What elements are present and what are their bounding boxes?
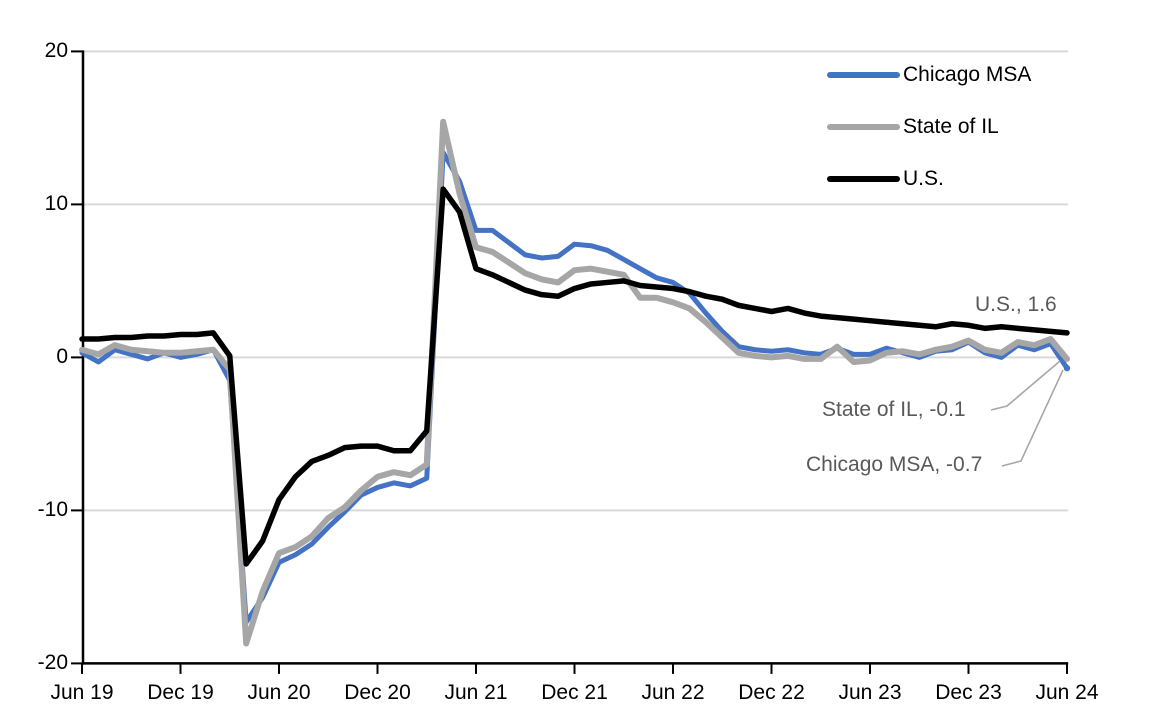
legend-item-state-of-il: State of IL: [827, 101, 1031, 153]
series-line-state-of-il: [79, 118, 1070, 647]
y-axis-tick-label: 20: [44, 39, 68, 63]
y-axis-tick-label: -10: [37, 498, 68, 522]
y-axis-tick-label: 10: [44, 192, 68, 216]
x-axis-tick-label: Jun 21: [444, 681, 508, 704]
leader-line-state-of-il: [990, 360, 1061, 411]
y-axis-tick-label: 0: [56, 345, 68, 369]
x-axis-tick-label: Jun 23: [838, 681, 902, 704]
x-axis-tick-label: Jun 22: [641, 681, 705, 704]
x-axis-tick-label: Jun 24: [1035, 681, 1099, 704]
legend-label: Chicago MSA: [903, 63, 1032, 86]
x-axis-tick-label: Dec 20: [344, 681, 411, 704]
x-axis-tick-label: Dec 19: [147, 681, 214, 704]
legend-label: U.S.: [903, 167, 944, 190]
legend-line-sample-us: [827, 176, 900, 182]
x-axis-tick-label: Dec 21: [541, 681, 608, 704]
legend-item-chicago-msa: Chicago MSA: [827, 49, 1031, 101]
legend-label: State of IL: [903, 115, 999, 138]
legend-item-us: U.S.: [827, 153, 1031, 205]
leader-line-chicago-msa: [1001, 369, 1064, 467]
annotation-chicago-msa: Chicago MSA, -0.7: [806, 453, 983, 476]
legend-line-sample-state-of-il: [827, 124, 900, 130]
x-axis-tick-label: Jun 20: [247, 681, 311, 704]
legend-line-sample-chicago-msa: [827, 72, 900, 78]
legend: Chicago MSA State of IL U.S.: [827, 49, 1031, 205]
y-axis-tick-label: -20: [37, 651, 68, 675]
series-line-u-s: [79, 186, 1070, 567]
annotation-state-of-il: State of IL, -0.1: [822, 398, 966, 421]
x-axis-tick-label: Dec 23: [935, 681, 1002, 704]
x-axis-tick-label: Dec 22: [738, 681, 805, 704]
x-axis-tick-label: Jun 19: [50, 681, 114, 704]
series-endpoint-dot-chicago-msa: [1063, 364, 1071, 372]
annotation-us: U.S., 1.6: [975, 293, 1057, 316]
